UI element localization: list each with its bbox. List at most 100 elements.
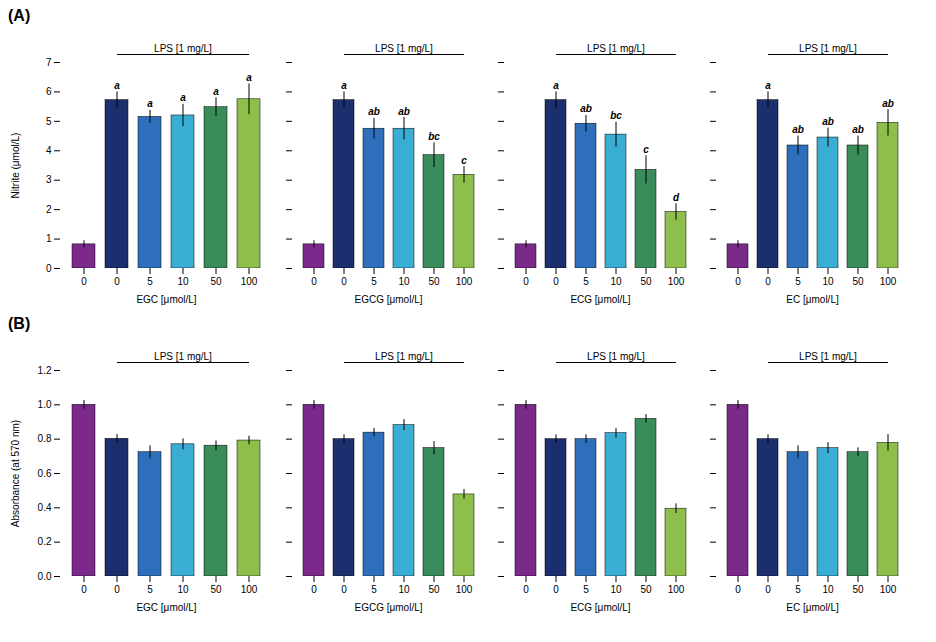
svg-text:LPS [1 mg/L]: LPS [1 mg/L]: [375, 351, 433, 362]
svg-text:ab: ab: [368, 106, 380, 117]
svg-text:LPS [1 mg/L]: LPS [1 mg/L]: [587, 43, 645, 54]
svg-text:0: 0: [114, 276, 120, 287]
svg-text:2: 2: [46, 204, 52, 215]
svg-text:0: 0: [735, 276, 741, 287]
svg-text:ECG [μmol/L]: ECG [μmol/L]: [570, 602, 630, 613]
svg-text:0: 0: [46, 263, 52, 274]
svg-text:5: 5: [147, 584, 153, 595]
svg-text:a: a: [246, 72, 252, 83]
svg-text:EGCG [μmol/L]: EGCG [μmol/L]: [355, 294, 423, 305]
svg-text:10: 10: [398, 584, 410, 595]
svg-text:100: 100: [456, 584, 473, 595]
svg-text:a: a: [114, 80, 120, 91]
svg-text:EGC [μmol/L]: EGC [μmol/L]: [136, 602, 196, 613]
svg-text:Absorbance (at 570 nm): Absorbance (at 570 nm): [10, 420, 21, 527]
svg-text:0.4: 0.4: [38, 502, 52, 513]
svg-text:10: 10: [610, 584, 622, 595]
svg-text:0: 0: [765, 276, 771, 287]
svg-text:50: 50: [428, 584, 440, 595]
svg-text:100: 100: [668, 276, 685, 287]
svg-text:Nitrite (μmol/L): Nitrite (μmol/L): [10, 133, 21, 199]
svg-text:0: 0: [81, 584, 87, 595]
svg-text:ECG [μmol/L]: ECG [μmol/L]: [570, 294, 630, 305]
svg-text:10: 10: [822, 276, 834, 287]
svg-text:100: 100: [880, 584, 897, 595]
svg-text:0: 0: [81, 276, 87, 287]
svg-text:6: 6: [46, 86, 52, 97]
svg-text:a: a: [553, 80, 559, 91]
svg-text:EC [μmol/L]: EC [μmol/L]: [786, 602, 839, 613]
svg-text:50: 50: [852, 584, 864, 595]
svg-text:50: 50: [852, 276, 864, 287]
svg-text:ab: ab: [580, 103, 592, 114]
svg-text:5: 5: [371, 276, 377, 287]
svg-text:3: 3: [46, 174, 52, 185]
svg-text:0.2: 0.2: [38, 536, 52, 547]
svg-text:LPS [1 mg/L]: LPS [1 mg/L]: [375, 43, 433, 54]
svg-text:a: a: [765, 80, 771, 91]
svg-text:10: 10: [177, 276, 189, 287]
svg-text:50: 50: [210, 584, 222, 595]
svg-text:0: 0: [311, 584, 317, 595]
svg-text:100: 100: [456, 276, 473, 287]
svg-text:LPS [1 mg/L]: LPS [1 mg/L]: [154, 43, 212, 54]
svg-text:0: 0: [523, 276, 529, 287]
svg-text:1: 1: [46, 233, 52, 244]
svg-text:5: 5: [147, 276, 153, 287]
svg-text:a: a: [147, 98, 153, 109]
svg-text:ab: ab: [882, 98, 894, 109]
svg-text:50: 50: [428, 276, 440, 287]
svg-text:bc: bc: [428, 131, 440, 142]
svg-text:100: 100: [241, 584, 258, 595]
svg-text:50: 50: [210, 276, 222, 287]
svg-text:ab: ab: [822, 116, 834, 127]
svg-text:EGC [μmol/L]: EGC [μmol/L]: [136, 294, 196, 305]
svg-text:0: 0: [553, 584, 559, 595]
svg-text:EGCG [μmol/L]: EGCG [μmol/L]: [355, 602, 423, 613]
svg-text:0: 0: [735, 584, 741, 595]
svg-text:0.8: 0.8: [38, 433, 52, 444]
svg-text:5: 5: [795, 584, 801, 595]
svg-text:LPS [1 mg/L]: LPS [1 mg/L]: [799, 351, 857, 362]
svg-text:10: 10: [822, 584, 834, 595]
svg-text:0: 0: [341, 276, 347, 287]
svg-text:5: 5: [371, 584, 377, 595]
svg-text:bc: bc: [610, 110, 622, 121]
svg-text:4: 4: [46, 145, 52, 156]
svg-text:10: 10: [177, 584, 189, 595]
svg-text:5: 5: [795, 276, 801, 287]
svg-text:LPS [1 mg/L]: LPS [1 mg/L]: [587, 351, 645, 362]
svg-text:ab: ab: [852, 124, 864, 135]
svg-text:5: 5: [583, 584, 589, 595]
svg-text:7: 7: [46, 57, 52, 68]
svg-text:0: 0: [523, 584, 529, 595]
svg-text:EC [μmol/L]: EC [μmol/L]: [786, 294, 839, 305]
svg-text:100: 100: [668, 584, 685, 595]
svg-text:a: a: [213, 86, 219, 97]
svg-text:1.0: 1.0: [38, 399, 52, 410]
svg-text:0: 0: [311, 276, 317, 287]
svg-text:c: c: [461, 155, 467, 166]
svg-text:10: 10: [610, 276, 622, 287]
svg-text:LPS [1 mg/L]: LPS [1 mg/L]: [799, 43, 857, 54]
svg-text:0: 0: [114, 584, 120, 595]
svg-text:10: 10: [398, 276, 410, 287]
svg-text:5: 5: [46, 116, 52, 127]
svg-text:c: c: [643, 144, 649, 155]
svg-text:0: 0: [553, 276, 559, 287]
svg-text:LPS [1 mg/L]: LPS [1 mg/L]: [154, 351, 212, 362]
svg-text:0: 0: [341, 584, 347, 595]
svg-text:0: 0: [765, 584, 771, 595]
svg-text:100: 100: [880, 276, 897, 287]
svg-text:50: 50: [640, 276, 652, 287]
svg-text:50: 50: [640, 584, 652, 595]
svg-text:d: d: [673, 192, 680, 203]
svg-text:ab: ab: [792, 124, 804, 135]
svg-text:0.0: 0.0: [38, 571, 52, 582]
svg-text:1.2: 1.2: [38, 365, 52, 376]
svg-text:0.6: 0.6: [38, 468, 52, 479]
svg-text:100: 100: [241, 276, 258, 287]
svg-text:5: 5: [583, 276, 589, 287]
svg-text:a: a: [180, 92, 186, 103]
svg-text:ab: ab: [398, 106, 410, 117]
